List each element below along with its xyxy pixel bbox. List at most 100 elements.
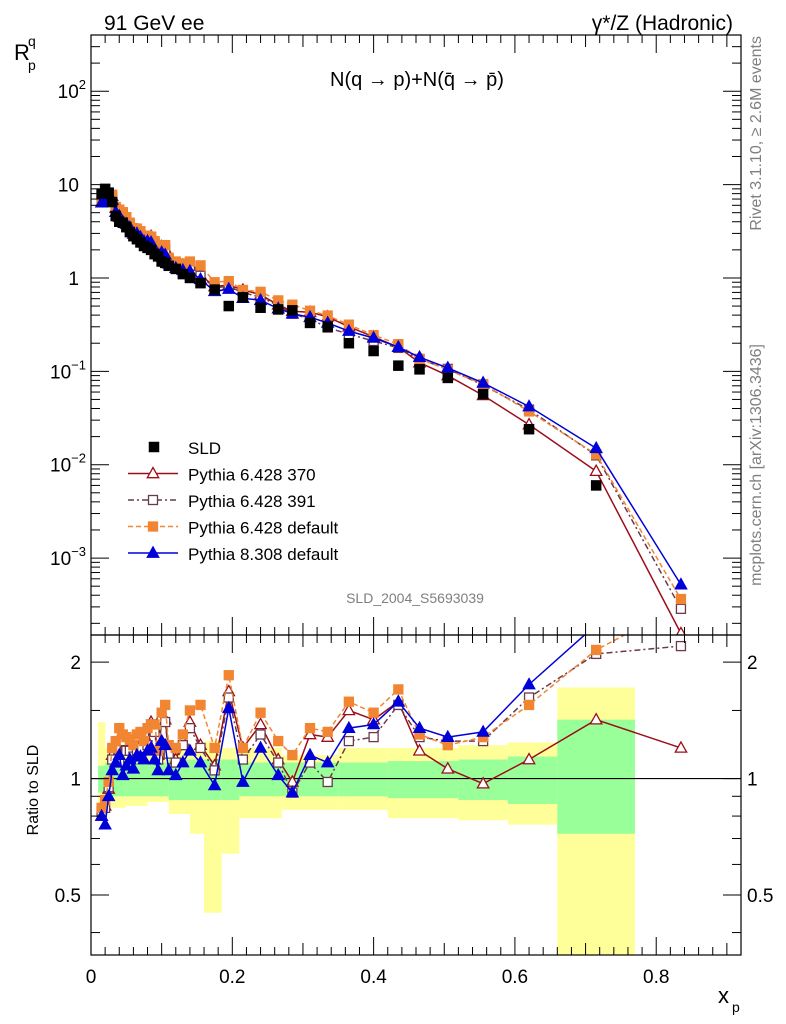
svg-text:p: p (28, 57, 36, 73)
main-marker-s3-32 (342, 323, 356, 336)
ratio-marker-s1-32 (343, 735, 355, 747)
band-green-14 (557, 719, 636, 834)
main-marker-s0-40 (675, 626, 686, 635)
ratio-marker-s2-39 (591, 644, 602, 656)
data-point-24 (209, 284, 220, 295)
main-marker-s2-40 (675, 593, 687, 605)
ratio-marker-s0-38 (522, 752, 536, 765)
main-ytick-label-2: 10−1 (50, 357, 86, 383)
main-marker-s2-23 (195, 260, 206, 271)
ratio-marker-s2-18 (160, 699, 171, 711)
ratio-marker-s2-24 (209, 742, 220, 754)
ratio-marker-s2-32 (343, 696, 355, 707)
ratio-ytick-label-right-0: 0.5 (747, 886, 773, 907)
ratio-marker-s2-15 (149, 719, 160, 730)
main-marker-s3-33 (366, 330, 381, 343)
ratio-marker-s2-4 (110, 735, 121, 747)
data-point-28 (272, 304, 284, 315)
ratio-marker-s2-38 (523, 699, 535, 711)
data-point-31 (322, 321, 333, 333)
svg-text:R: R (14, 40, 30, 65)
ratio-marker-s3-40 (675, 540, 686, 550)
data-point-23 (195, 277, 206, 289)
ratio-marker-s2-34 (393, 684, 404, 695)
observable-formula: N(q → p)+N(q̄ → p̄) (330, 69, 504, 91)
ratio-marker-s3-37 (476, 724, 490, 737)
mcplots-credit-label: mcplots.cern.ch [arXiv:1306.3436] (748, 344, 765, 586)
ratio-marker-s3-4 (108, 755, 123, 768)
ratio-marker-s3-30 (303, 747, 317, 760)
ratio-marker-s3-5 (112, 747, 127, 760)
ratio-marker-s3-33 (366, 717, 381, 730)
ratio-marker-s3-3 (105, 763, 120, 776)
ratio-ytick-label-right-2: 2 (747, 653, 758, 674)
data-point-22 (184, 272, 196, 284)
ratio-marker-s3-2 (101, 788, 116, 802)
main-ytick-label-4: 10 (58, 176, 79, 197)
ratio-marker-s3-7 (119, 758, 134, 771)
rivet-version-label: Rivet 3.1.10, ≥ 2.6M events (748, 36, 765, 231)
ratio-marker-s2-33 (368, 707, 379, 718)
ratio-marker-s2-27 (255, 707, 266, 718)
ratio-marker-s1-28 (273, 757, 284, 768)
legend-item-data: SLD (148, 439, 221, 458)
ratio-ytick-label-1: 1 (70, 770, 81, 791)
ratio-marker-s2-25 (223, 670, 234, 681)
x-axis-title: x p (718, 983, 740, 1015)
ratio-marker-s3-25 (221, 700, 236, 714)
svg-text:x: x (718, 983, 729, 1008)
ratio-ylabel: Ratio to SLD (25, 745, 42, 836)
band-green-13 (507, 756, 558, 804)
ratio-marker-s2-23 (195, 699, 206, 711)
legend-label-2: Pythia 6.428 default (188, 519, 339, 538)
ratio-marker-s3-1 (98, 817, 112, 830)
data-point-34 (393, 360, 404, 371)
main-marker-s0-39 (589, 463, 603, 477)
legend-item-0: Pythia 6.428 370 (128, 466, 316, 485)
ratio-marker-s0-36 (440, 761, 455, 774)
ratio-marker-s3-29 (285, 785, 300, 798)
data-point-39 (590, 480, 602, 491)
ratio-marker-s3-34 (391, 694, 406, 707)
main-ytick-label-5: 102 (58, 77, 86, 103)
ratio-marker-s3-24 (207, 778, 222, 791)
band-green-5 (189, 759, 205, 801)
data-point-19 (163, 260, 174, 272)
header-process-label: γ*/Z (Hadronic) (592, 12, 733, 35)
ratio-marker-s3-22 (183, 743, 197, 756)
ratio-marker-s1-31 (322, 776, 333, 788)
ratio-marker-s2-9 (128, 740, 139, 751)
ratio-ytick-label-2: 2 (70, 653, 81, 674)
data-point-26 (237, 292, 249, 303)
ratio-panel-series (94, 540, 688, 830)
band-green-7 (221, 759, 240, 801)
main-ytick-label-0: 10−3 (50, 544, 86, 570)
ratio-marker-s3-14 (144, 740, 158, 753)
ratio-marker-s1-33 (368, 731, 379, 743)
ratio-marker-s3-31 (320, 755, 335, 768)
data-point-38 (523, 423, 535, 435)
ratio-marker-s0-27 (253, 717, 268, 730)
band-green-3 (147, 762, 169, 797)
ratio-marker-s1-18 (160, 716, 171, 728)
header-energy-label: 91 GeV ee (104, 12, 204, 35)
legend-item-3: Pythia 8.308 default (128, 545, 339, 564)
data-point-37 (477, 388, 489, 400)
ratio-marker-s2-22 (184, 705, 196, 716)
main-marker-s3-38 (522, 399, 536, 412)
ratio-marker-s3-23 (193, 755, 208, 768)
band-green-10 (338, 762, 388, 797)
data-point-36 (442, 372, 454, 384)
ratio-marker-s2-20 (170, 742, 181, 754)
legend-marker-data (148, 441, 160, 453)
ratio-marker-s3-32 (342, 720, 356, 733)
main-ytick-label-3: 1 (68, 269, 79, 290)
ratio-marker-s3-35 (412, 720, 427, 733)
data-point-2 (103, 187, 114, 198)
axis-ticks: 10−3 10−2 10−1 1 10 102 0.5 0.5 1 1 2 2 0 0.2 0.4 0.6 0.… (50, 34, 773, 988)
ratio-marker-s2-2 (103, 776, 114, 788)
ratio-marker-s3-15 (147, 752, 162, 765)
ratio-marker-s3-36 (440, 729, 455, 742)
x-tick-label-4: 0.8 (643, 967, 669, 988)
ratio-marker-s3-21 (176, 755, 190, 768)
